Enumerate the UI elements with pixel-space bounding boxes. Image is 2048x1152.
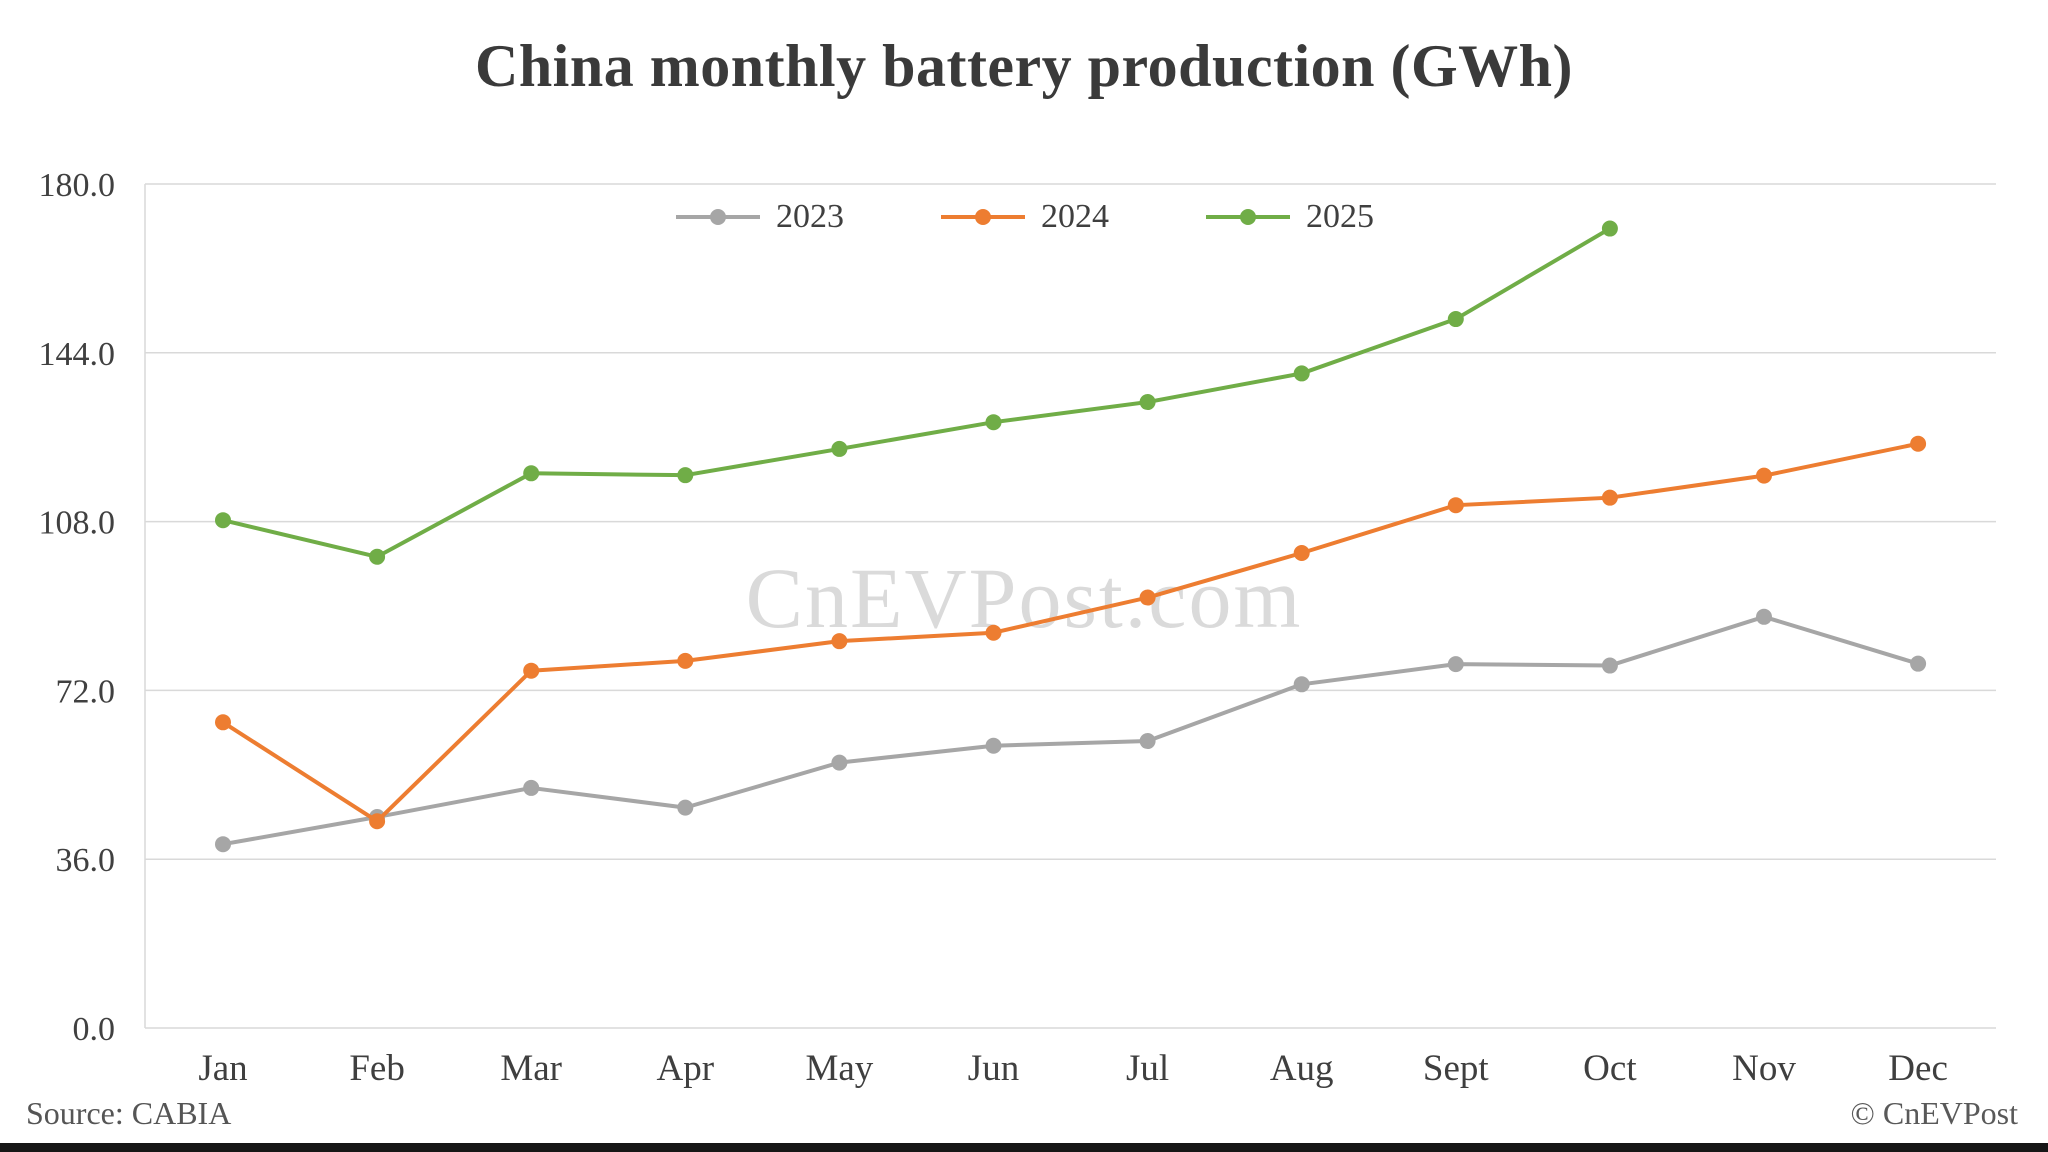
bottom-bar — [0, 1143, 2048, 1152]
x-tick-label: Nov — [1732, 1048, 1796, 1089]
data-point-2024-May — [831, 633, 848, 650]
x-axis-labels: Jan Feb Mar Apr May Jun Jul Aug Sept Oct Nov Dec — [198, 1048, 1948, 1089]
x-tick-label: Apr — [657, 1048, 715, 1089]
series-line-2025 — [221, 226, 1612, 559]
series-2025 — [215, 220, 1618, 565]
legend-label-2025: 2025 — [1306, 198, 1374, 235]
legend-item-2025: 2025 — [1204, 198, 1374, 236]
data-point-2024-Mar — [523, 662, 540, 679]
legend-marker-2024-icon — [941, 209, 1025, 225]
legend-label-2024: 2024 — [1041, 198, 1109, 235]
data-point-2024-Nov — [1756, 467, 1772, 484]
x-tick-label: May — [805, 1048, 873, 1089]
series-2023 — [215, 608, 1927, 853]
x-tick-label: Dec — [1888, 1048, 1948, 1089]
y-tick-label: 144.0 — [39, 336, 116, 373]
data-point-2025-Mar — [523, 465, 540, 482]
data-point-2024-Jul — [1139, 589, 1156, 606]
data-point-2023-Jan — [215, 836, 231, 853]
data-point-2023-Nov — [1756, 608, 1772, 625]
x-tick-label: Jul — [1126, 1048, 1169, 1089]
source-label: Source: CABIA — [26, 1095, 232, 1131]
data-point-2024-Apr — [677, 652, 694, 669]
data-point-2023-Aug — [1293, 676, 1310, 693]
data-point-2025-Aug — [1293, 365, 1310, 382]
x-tick-label: Jun — [968, 1048, 1019, 1089]
data-point-2023-Mar — [523, 779, 540, 796]
y-tick-label: 36.0 — [56, 842, 116, 879]
data-point-2023-Sept — [1447, 656, 1464, 673]
y-tick-label: 108.0 — [39, 505, 116, 542]
data-point-2024-Oct — [1601, 489, 1618, 506]
x-tick-label: Sept — [1423, 1048, 1490, 1089]
x-tick-label: Oct — [1583, 1048, 1637, 1089]
legend-marker-2023-icon — [676, 209, 760, 225]
data-point-2024-Jan — [215, 714, 231, 731]
y-tick-label: 72.0 — [56, 673, 116, 710]
data-point-2024-Aug — [1293, 545, 1310, 562]
data-point-2025-Apr — [677, 467, 694, 484]
y-tick-label: 180.0 — [39, 167, 116, 204]
data-point-2025-May — [831, 440, 848, 457]
data-point-2024-Feb — [369, 813, 386, 830]
legend-item-2023: 2023 — [674, 198, 844, 236]
data-point-2024-Dec — [1910, 435, 1927, 452]
data-point-2023-Jul — [1139, 733, 1156, 750]
series-line-2023 — [221, 614, 1921, 847]
data-point-2025-Feb — [369, 548, 386, 565]
x-tick-label: Aug — [1270, 1048, 1334, 1089]
series-line-2024 — [221, 441, 1921, 824]
data-point-2024-Sept — [1447, 497, 1464, 514]
legend-item-2024: 2024 — [939, 198, 1109, 236]
data-point-2025-Oct — [1601, 220, 1618, 237]
data-point-2023-May — [831, 754, 848, 771]
series-2024 — [215, 435, 1927, 830]
x-tick-label: Feb — [349, 1048, 405, 1089]
data-point-2024-Jun — [985, 624, 1002, 641]
x-tick-label: Jan — [198, 1048, 247, 1089]
legend-label-2023: 2023 — [776, 198, 844, 235]
chart-legend: 2023 2024 2025 — [0, 198, 2048, 236]
data-point-2023-Apr — [677, 799, 694, 816]
watermark: CnEVPost.com — [745, 550, 1303, 646]
data-point-2025-Jan — [215, 512, 231, 529]
y-tick-label: 0.0 — [73, 1011, 116, 1048]
copyright-label: © CnEVPost — [1850, 1095, 2018, 1131]
data-point-2025-Sept — [1447, 311, 1464, 328]
data-point-2025-Jul — [1139, 394, 1156, 411]
data-point-2025-Jun — [985, 414, 1002, 431]
x-tick-label: Mar — [500, 1048, 562, 1089]
data-point-2023-Oct — [1601, 657, 1618, 674]
chart-title: China monthly battery production (GWh) — [474, 33, 1573, 99]
gridlines: 0.0 36.0 72.0 108.0 144.0 180.0 — [39, 167, 1996, 1048]
legend-marker-2025-icon — [1206, 209, 1290, 225]
data-point-2023-Jun — [985, 737, 1002, 754]
data-point-2023-Dec — [1910, 655, 1927, 672]
